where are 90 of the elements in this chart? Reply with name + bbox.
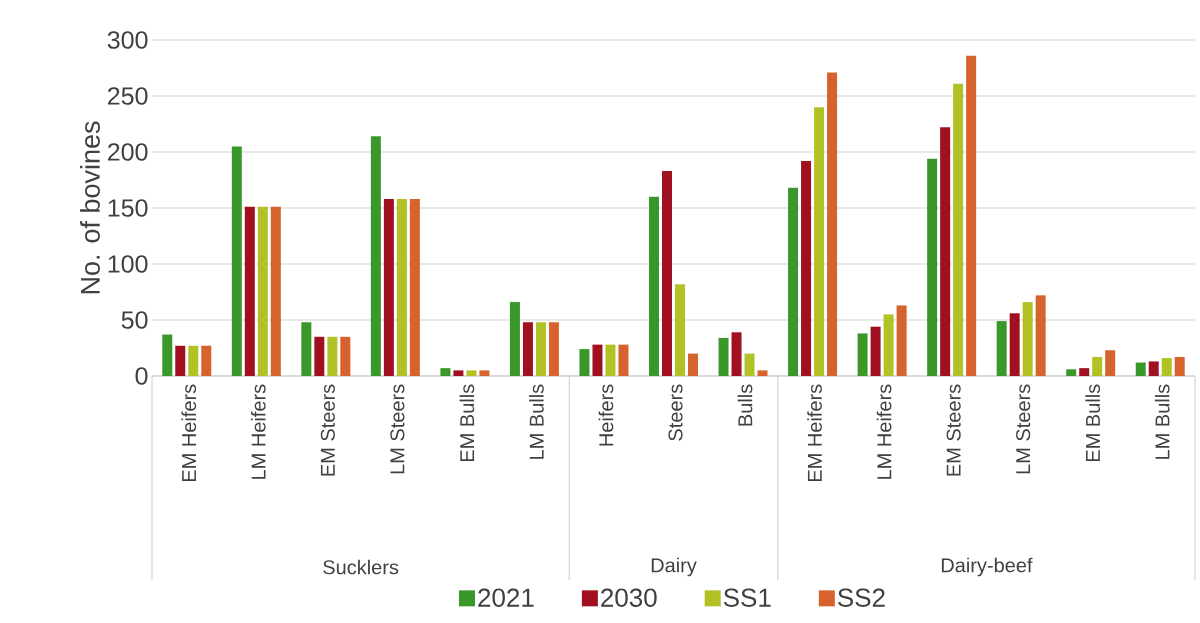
bar — [870, 326, 881, 376]
bar — [383, 199, 394, 376]
bar — [1105, 350, 1116, 376]
x-tick-label: EM Heifers — [181, 384, 197, 482]
bar — [370, 136, 381, 376]
x-tick-label: Steers — [668, 384, 683, 441]
bar — [175, 345, 186, 376]
bar — [440, 368, 451, 376]
bar — [201, 345, 212, 376]
bar — [814, 107, 825, 376]
bar — [453, 370, 464, 376]
x-tick-label: LM Bulls — [1154, 384, 1170, 459]
bar — [953, 83, 964, 376]
bar — [1066, 369, 1077, 376]
bar — [479, 370, 490, 376]
bar — [605, 344, 616, 376]
bar — [927, 158, 938, 376]
bar — [509, 302, 520, 376]
x-tick-label: Heifers — [598, 384, 614, 446]
x-tick-label: EM Bulls — [1085, 384, 1101, 462]
bar — [801, 160, 812, 376]
bar — [940, 127, 951, 376]
y-tick-label: 300 — [107, 31, 148, 49]
bar — [1148, 361, 1159, 376]
bar — [1161, 358, 1172, 376]
bar — [409, 199, 420, 376]
bar — [1092, 356, 1103, 376]
bar — [1022, 302, 1033, 376]
text: Dairy — [651, 557, 697, 577]
x-tick-label: LM Bulls — [529, 384, 544, 459]
x-tick-label: LM Heifers — [250, 384, 266, 479]
bar — [731, 332, 742, 376]
bar — [522, 322, 533, 376]
y-tick-label: 50 — [121, 311, 148, 329]
bar — [1135, 362, 1146, 376]
bar — [649, 196, 659, 376]
bar — [688, 353, 698, 376]
y-axis-title: No. of bovines — [80, 121, 100, 294]
bar — [857, 333, 868, 376]
bar — [301, 322, 312, 376]
x-tick-label: LM Heifers — [876, 384, 892, 479]
bar — [896, 305, 907, 376]
bar — [327, 336, 338, 376]
bar — [162, 334, 173, 376]
bar — [1079, 368, 1090, 376]
bar — [618, 344, 629, 376]
bar — [757, 370, 768, 376]
bar — [1009, 313, 1020, 376]
legend-label: SS2 — [838, 588, 885, 607]
bar — [579, 349, 590, 376]
x-tick-label: EM Bulls — [459, 384, 475, 462]
bar — [1035, 295, 1046, 376]
bar — [996, 321, 1007, 376]
legend-label: 2021 — [478, 588, 534, 607]
bar — [535, 322, 546, 376]
text: Dairy-beef — [941, 557, 1033, 577]
x-tick-label: EM Heifers — [807, 384, 822, 482]
x-tick-label: LM Steers — [1016, 384, 1031, 474]
legend-label: SS1 — [723, 588, 771, 607]
x-tick-label: EM Steers — [946, 384, 961, 476]
bar — [592, 344, 603, 376]
x-tick-label: Bulls — [737, 384, 753, 426]
bar — [1174, 356, 1185, 376]
legend-label: 2030 — [601, 588, 657, 607]
bar — [788, 187, 799, 376]
bar — [244, 206, 255, 376]
bar — [270, 206, 281, 376]
text: Sucklers — [323, 559, 399, 575]
bar — [548, 322, 559, 376]
x-tick-label: LM Steers — [390, 384, 405, 474]
bar — [340, 336, 351, 376]
bar — [675, 284, 685, 376]
bar — [966, 55, 977, 376]
bar — [188, 345, 199, 376]
bar — [231, 146, 242, 376]
y-tick-label: 250 — [108, 87, 148, 105]
y-tick-label: 200 — [108, 143, 148, 161]
bar — [662, 171, 672, 376]
bar — [257, 206, 268, 376]
bar — [883, 314, 894, 376]
bar — [466, 370, 477, 376]
y-tick-label: 100 — [108, 255, 148, 273]
bar — [827, 72, 838, 376]
bar — [718, 337, 729, 376]
bar — [396, 199, 407, 376]
y-tick-label: 0 — [135, 367, 148, 385]
bar — [744, 353, 755, 376]
y-tick-label: 150 — [108, 199, 148, 217]
x-tick-label: EM Steers — [320, 384, 335, 476]
bar — [314, 336, 325, 376]
